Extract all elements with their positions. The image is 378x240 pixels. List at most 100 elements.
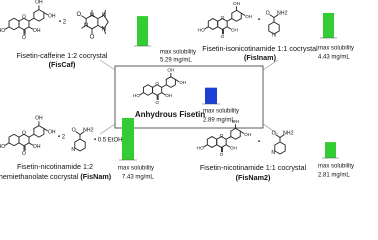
caption: Fisetin-caffeine 1:2 cocrystal: [17, 51, 108, 60]
ring: [34, 126, 44, 138]
atom-label: O: [221, 34, 225, 40]
bond: [162, 93, 166, 95]
bond: [280, 135, 285, 138]
atom-label: OH: [179, 80, 186, 85]
structure: N O NH2: [271, 130, 293, 156]
bond: [44, 12, 48, 15]
atom-label: N: [271, 150, 275, 156]
atom-label: OH: [48, 129, 56, 135]
bond: [276, 135, 281, 138]
atom-label: O: [220, 152, 224, 158]
solubility-label: 2.89 mg/mL: [203, 118, 235, 124]
bond: [44, 128, 48, 131]
atom-label: OH: [231, 27, 239, 33]
ring: [9, 134, 19, 146]
solubility-label: 4.43 mg/mL: [318, 55, 350, 61]
solubility-bar: [323, 12, 334, 38]
metric-label: max solubility: [118, 166, 154, 172]
atom-label: O: [72, 127, 76, 133]
bond: [274, 15, 279, 18]
ring: [232, 10, 241, 21]
atom-label: HO: [198, 27, 205, 33]
ratio: • 2: [58, 135, 66, 141]
ring: [153, 85, 162, 96]
bond: [226, 145, 230, 147]
ratio: •: [258, 18, 260, 24]
caption: Fisetin-isonicotinamide 1:1 cocrystal: [202, 44, 318, 53]
structure: N O NH2: [71, 127, 93, 153]
atom-label: O: [77, 12, 82, 18]
bond: [227, 19, 232, 22]
atom-label: OH: [48, 13, 56, 19]
connector: [99, 59, 116, 71]
atom-label: OH: [35, 0, 43, 6]
ring: [275, 142, 285, 154]
caption: hemiethanolate cocrystal: [0, 172, 79, 181]
atom-label: O: [221, 15, 225, 21]
atom-label: OH: [233, 1, 241, 7]
bond: [29, 18, 34, 21]
atom-label: OH: [35, 116, 43, 122]
structure: HO O OH OH OH O: [133, 67, 186, 104]
bond: [81, 25, 86, 28]
bond: [104, 29, 106, 34]
atom-label: OH: [245, 14, 253, 20]
bond: [104, 10, 106, 15]
atom-label: N: [71, 147, 75, 153]
structure: N O NH2: [266, 10, 288, 38]
bond: [204, 145, 208, 147]
bond: [80, 132, 85, 135]
atom-label: O: [90, 34, 95, 40]
solubility-bar: [137, 16, 148, 46]
solubility-label: 2.81 mg/mL: [318, 173, 350, 179]
atom-label: O: [22, 35, 26, 41]
atom-label: HO: [197, 145, 204, 151]
bond: [162, 85, 167, 88]
atom-label: OH: [165, 93, 172, 98]
atom-label: O: [155, 100, 159, 105]
metric-label: max solubility: [318, 46, 354, 52]
solubility-label: 5.29 mg/mL: [160, 58, 192, 64]
bond: [175, 79, 179, 81]
ring: [143, 85, 152, 96]
structure: HO O OH OH OH O: [0, 0, 56, 41]
atom-label: HO: [0, 28, 5, 34]
atom-label: N: [84, 23, 88, 29]
ring: [75, 139, 85, 151]
ratio: •: [258, 140, 260, 146]
atom-label: O: [272, 130, 276, 136]
bond: [270, 15, 275, 18]
bond: [140, 93, 144, 95]
atom-label: HO: [0, 144, 5, 150]
ring: [208, 19, 217, 30]
solubility-bar: [205, 87, 217, 104]
solubility-bar: [325, 142, 336, 158]
atom-label: HO: [133, 93, 140, 98]
metric-label: max solubility: [160, 50, 196, 56]
metric-label: max solubility: [318, 164, 354, 170]
connector: [262, 59, 279, 71]
connector: [99, 123, 116, 135]
bond: [81, 16, 86, 19]
ring: [98, 15, 108, 29]
atom-label: OH: [167, 67, 174, 72]
code: (FisInam): [244, 53, 277, 62]
atom-label: OH: [230, 145, 238, 151]
solubility-label: 7.43 mg/mL: [122, 175, 154, 181]
center-title: Anhydrous Fisetin: [135, 110, 205, 119]
structure: HO O OH OH OH O: [198, 1, 253, 40]
atom-label: O: [155, 81, 159, 86]
ring: [231, 128, 240, 139]
ring: [207, 137, 216, 148]
atom-label: OH: [244, 132, 252, 138]
metric-label: max solubility: [203, 109, 239, 115]
solubility-bar: [122, 118, 134, 160]
bond: [29, 143, 33, 146]
ring: [19, 134, 29, 146]
code: (FisCaf): [49, 60, 76, 69]
bond: [226, 137, 231, 140]
bond: [240, 131, 244, 133]
atom-label: O: [22, 151, 26, 157]
